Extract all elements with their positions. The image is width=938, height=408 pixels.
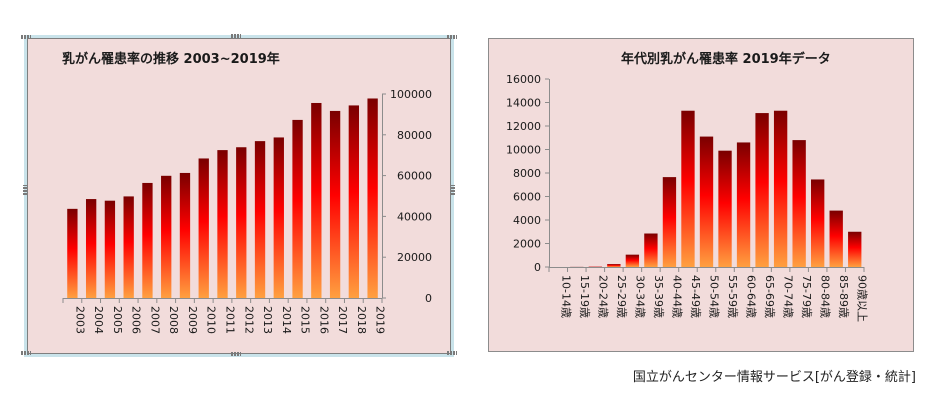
x-tick-label: 2009 <box>186 306 199 334</box>
x-tick-label: 2014 <box>280 306 293 334</box>
x-tick-label: 2016 <box>317 306 330 334</box>
bar <box>348 105 360 298</box>
x-tick-label: 2012 <box>242 306 255 334</box>
bar <box>161 175 172 298</box>
bar <box>292 119 303 299</box>
bar <box>254 141 266 298</box>
x-tick-label: 80-84歳 <box>819 275 832 318</box>
y-tick-label: 8000 <box>513 167 541 180</box>
y-tick-label: 14000 <box>506 97 541 110</box>
y-tick-label: 6000 <box>513 191 541 204</box>
resize-handle-bottom-right[interactable] <box>447 351 457 355</box>
y-tick-label: 4000 <box>513 214 541 227</box>
x-tick-label: 40-44歳 <box>670 275 683 318</box>
x-tick-label: 2004 <box>92 306 105 334</box>
x-tick-label: 2008 <box>167 306 180 334</box>
y-tick-label: 0 <box>425 292 432 305</box>
bar <box>718 150 732 267</box>
chart-title: 乳がん罹患率の推移 2003~2019年 <box>62 51 280 67</box>
y-tick-label: 0 <box>534 261 541 274</box>
chart-title: 年代別乳がん罹患率 2019年データ <box>621 51 831 67</box>
yearly-trend-chart: 乳がん罹患率の推移 2003~2019年 0 20000 40000 60000 8000… <box>62 51 432 334</box>
chart-panel-age-group: 年代別乳がん罹患率 2019年データ 0 2000 4000 6000 8000 10000… <box>488 38 914 352</box>
y-tick-label: 2000 <box>513 238 541 251</box>
bar <box>811 179 825 267</box>
resize-handle-bottom-left[interactable] <box>21 351 31 355</box>
x-tick-label: 85-89歳 <box>837 275 850 318</box>
bar <box>792 140 806 267</box>
x-tick-label: 2011 <box>224 306 237 334</box>
bar <box>662 177 677 267</box>
bar <box>123 196 134 298</box>
y-tick-label: 10000 <box>506 144 541 157</box>
bar <box>67 208 78 298</box>
x-tick-label: 65-69歳 <box>763 275 776 318</box>
bar <box>217 150 228 298</box>
bar <box>736 142 751 267</box>
x-tick-label: 15-19歳 <box>578 275 591 318</box>
y-tick-label: 12000 <box>506 120 541 133</box>
x-tick-label: 70-74歳 <box>782 275 795 318</box>
x-tick-label: 2013 <box>261 306 274 334</box>
bar <box>607 264 621 267</box>
x-tick-label: 2003 <box>73 306 86 334</box>
x-tick-label: 30-34歳 <box>633 275 646 318</box>
x-tick-label: 75-79歳 <box>800 275 813 318</box>
bar <box>773 110 788 267</box>
x-tick-label: 2019 <box>374 306 387 334</box>
bar <box>198 158 209 298</box>
x-tick-label: 50-54歳 <box>708 275 721 318</box>
bar <box>755 113 769 267</box>
x-tick-label: 2015 <box>299 306 312 334</box>
bar <box>329 110 341 298</box>
x-tick-label: 10-14歳 <box>559 275 572 318</box>
x-tick-label: 2018 <box>355 306 368 334</box>
bar <box>699 136 714 267</box>
resize-handle-bottom[interactable] <box>231 352 241 356</box>
bar <box>367 98 378 298</box>
bar <box>829 210 843 267</box>
x-tick-label: 2006 <box>130 306 143 334</box>
x-tick-label: 55-59歳 <box>726 275 739 318</box>
bar <box>273 137 284 298</box>
bar <box>179 172 191 298</box>
x-tick-label: 2017 <box>336 306 349 334</box>
x-tick-label: 2005 <box>111 306 124 334</box>
bar <box>311 102 322 298</box>
y-tick-label: 100000 <box>390 88 432 101</box>
y-tick-label: 60000 <box>397 170 432 183</box>
resize-handle-right[interactable] <box>451 185 455 195</box>
bar <box>104 200 116 298</box>
x-tick-label: 25-29歳 <box>615 275 628 318</box>
bar <box>644 233 658 267</box>
resize-handle-left[interactable] <box>23 185 27 195</box>
y-tick-label: 80000 <box>397 129 432 142</box>
source-credit: 国立がんセンター情報サービス[がん登録・統計] <box>632 370 916 385</box>
x-tick-label: 45-49歳 <box>689 275 702 318</box>
bar <box>625 254 640 267</box>
chart-panel-yearly-trend[interactable]: 乳がん罹患率の推移 2003~2019年 0 20000 40000 60000 8000… <box>27 38 451 354</box>
y-tick-label: 40000 <box>397 210 432 223</box>
x-tick-label: 35-39歳 <box>652 275 665 318</box>
bar <box>236 147 247 298</box>
x-tick-label: 2007 <box>148 306 161 334</box>
bar <box>681 110 695 267</box>
resize-handle-top-left[interactable] <box>21 35 31 39</box>
bar <box>848 231 862 267</box>
x-tick-label: 60-64歳 <box>745 275 758 318</box>
resize-handle-top-right[interactable] <box>447 35 457 39</box>
bar <box>142 182 153 298</box>
x-tick-label: 90歳以上 <box>856 275 869 322</box>
resize-handle-top[interactable] <box>231 34 241 38</box>
bar <box>85 199 97 298</box>
y-tick-label: 20000 <box>397 251 432 264</box>
y-tick-label: 16000 <box>506 73 541 86</box>
x-tick-label: 20-24歳 <box>596 275 609 318</box>
age-group-chart: 年代別乳がん罹患率 2019年データ 0 2000 4000 6000 8000 10000… <box>506 51 869 322</box>
x-tick-label: 2010 <box>205 306 218 334</box>
